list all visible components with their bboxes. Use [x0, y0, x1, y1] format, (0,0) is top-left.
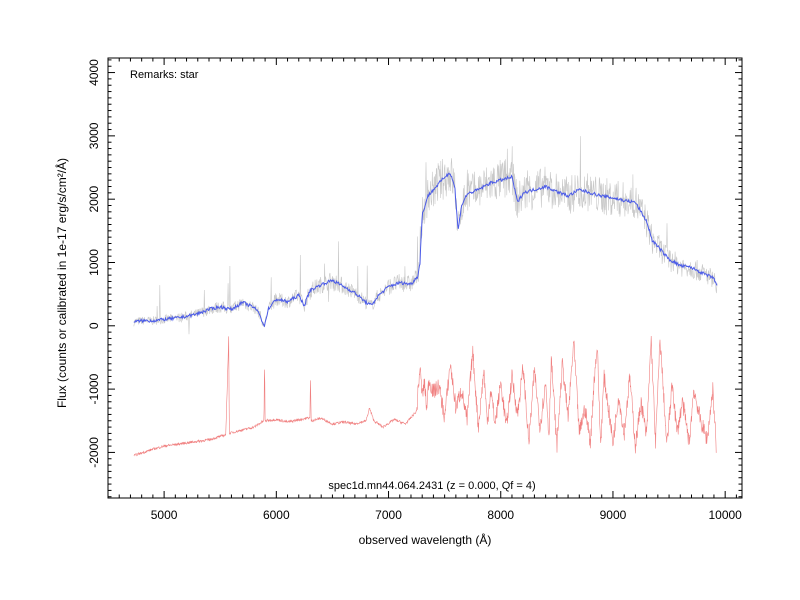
y-tick-label: 0 [87, 322, 101, 329]
remarks-label: Remarks: star [130, 69, 199, 81]
x-axis-label: observed wavelength (Å) [359, 532, 492, 547]
y-tick-label: -1000 [87, 373, 101, 404]
sky-spectrum-layer [133, 335, 717, 457]
y-tick-label: -2000 [87, 437, 101, 468]
x-tick-label: 8000 [487, 508, 514, 522]
smoothed-spectrum-layer [133, 172, 718, 327]
x-tick-label: 10000 [708, 508, 742, 522]
raw-spectrum-layer [133, 136, 718, 335]
y-axis-label: Flux (counts or calibrated in 1e-17 erg/… [54, 158, 69, 408]
y-tick-label: 2000 [87, 186, 101, 213]
axis-ticks: 5000 6000 7000 8000 9000 10000 -2000 -1000 0 1000… [87, 58, 742, 522]
y-tick-label: 3000 [87, 122, 101, 149]
raw-spectrum-line [133, 136, 718, 335]
x-tick-label: 6000 [263, 508, 290, 522]
plot-frame [107, 57, 743, 499]
y-tick-label: 1000 [87, 249, 101, 276]
smoothed-spectrum-line [133, 172, 718, 327]
x-tick-label: 5000 [151, 508, 178, 522]
spectrum-caption: spec1d.mn44.064.2431 (z = 0.000, Qf = 4) [328, 480, 535, 492]
y-tick-label: 4000 [87, 59, 101, 86]
x-tick-label: 9000 [600, 508, 627, 522]
x-tick-label: 7000 [375, 508, 402, 522]
sky-spectrum-line [133, 335, 717, 457]
